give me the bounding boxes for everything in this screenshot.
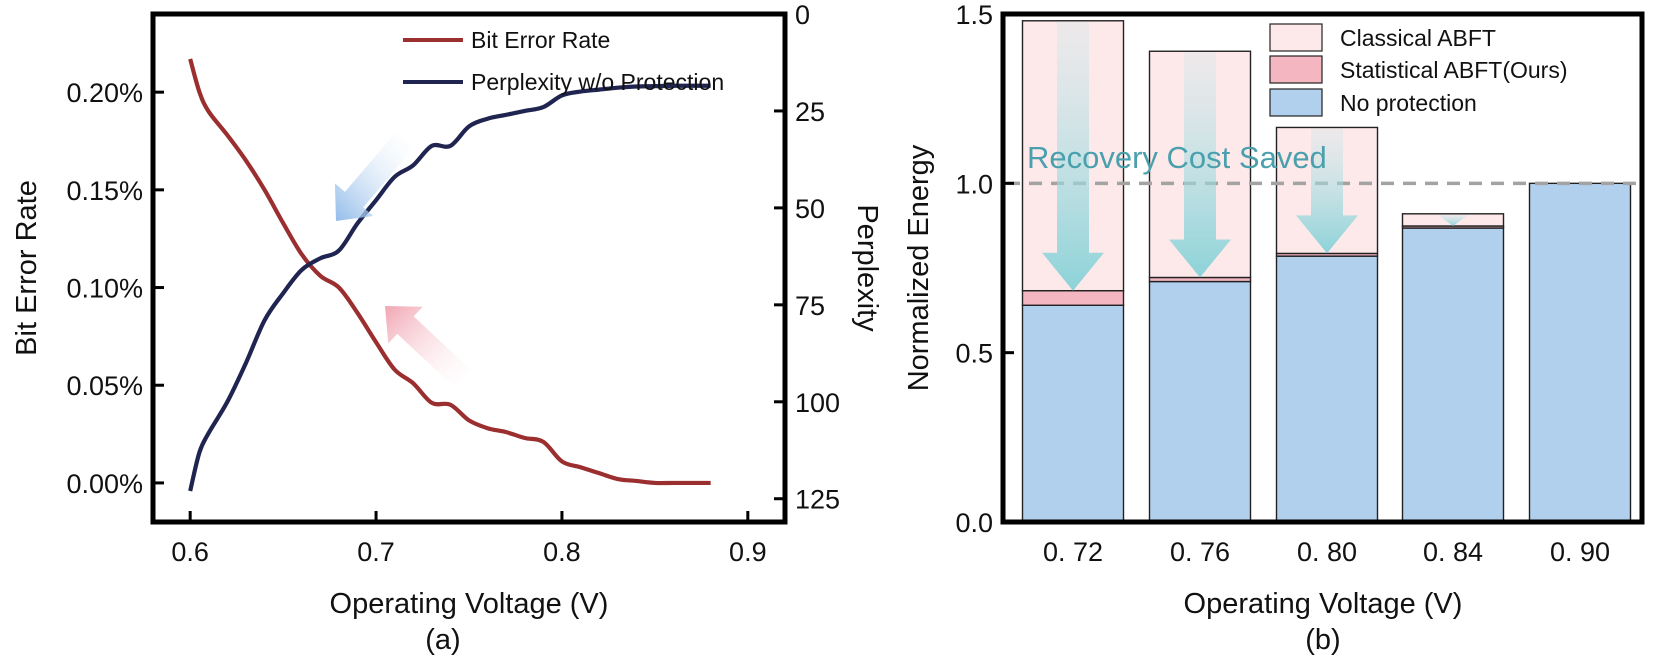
panel-a-left-tick-label: 0.00% — [66, 469, 143, 499]
bar-no-protection — [1401, 227, 1505, 523]
series-line-bit-error-rate — [188, 58, 711, 486]
bar-no-protection — [1148, 280, 1252, 523]
panel-b-subtitle: (b) — [1305, 624, 1340, 656]
panel-a-right-tick-label: 125 — [795, 485, 840, 515]
saving-arrow — [1042, 21, 1104, 291]
blue-arrow — [334, 133, 414, 221]
panel-b-x-tick-label: 0. 76 — [1170, 537, 1230, 567]
panel-b-y-tick-label: 0.5 — [955, 339, 993, 369]
legend-label-perplexity: Perplexity w/o Protection — [471, 69, 724, 95]
panel-a-annotation-arrows — [334, 133, 471, 387]
panel-b-y-tick-label: 1.0 — [955, 169, 993, 199]
panel-a-left-tick-label: 0.05% — [66, 371, 143, 401]
panel-a-right-tick-label: 100 — [795, 388, 840, 418]
bar-no-protection — [1528, 182, 1632, 523]
panel-a-left-axis-label: Bit Error Rate — [11, 180, 43, 356]
panel-a-x-tick-label: 0.7 — [357, 537, 395, 567]
panel-a-frame — [150, 11, 788, 525]
panel-b-y-axis-label: Normalized Energy — [903, 144, 935, 391]
panel-b-y-tick-label: 0.0 — [955, 508, 993, 538]
saving-arrow — [1438, 214, 1468, 227]
panel-b-x-tick-label: 0. 84 — [1423, 537, 1483, 567]
legend-label-classical-abft: Classical ABFT — [1340, 25, 1496, 51]
saving-arrow — [1169, 52, 1231, 278]
panel-a-right-axis-label: Perplexity — [851, 204, 883, 332]
panel-a-series — [188, 58, 711, 492]
panel-a-x-tick-label: 0.6 — [171, 537, 209, 567]
series-line-perplexity — [188, 83, 711, 492]
panel-a-x-tick-label: 0.9 — [729, 537, 767, 567]
panel-a-right-tick-label: 25 — [795, 97, 825, 127]
legend-label-bit-error-rate: Bit Error Rate — [471, 27, 610, 53]
panel-b-x-tick-label: 0. 72 — [1043, 537, 1103, 567]
panel-b-legend: Classical ABFT Statistical ABFT(Ours) No… — [1269, 23, 1567, 117]
bar-no-protection — [1021, 304, 1125, 523]
panel-b-saving-arrows — [1042, 21, 1468, 291]
recovery-cost-annotation: Recovery Cost Saved — [1027, 140, 1327, 175]
panel-a-legend: Bit Error Rate Perplexity w/o Protection — [403, 27, 724, 95]
bar-statistical-abft — [1021, 289, 1125, 306]
panel-a-left-tick-label: 0.15% — [66, 176, 143, 206]
panel-a-ticks: 0.6 0.7 0.8 0.9 0.00% 0.05% 0.10% 0.15% 0.20% 0 25… — [66, 0, 840, 567]
panel-b-y-tick-label: 1.5 — [955, 0, 993, 30]
panel-a-x-tick-label: 0.8 — [543, 537, 581, 567]
pink-arrow — [385, 306, 471, 387]
legend-label-statistical-abft: Statistical ABFT(Ours) — [1340, 57, 1567, 83]
legend-swatch-no-protection — [1269, 88, 1323, 117]
panel-b-x-tick-label: 0. 80 — [1297, 537, 1357, 567]
panel-a-x-axis-label: Operating Voltage (V) — [330, 588, 609, 620]
panel-b-ticks: 0.0 0.5 1.0 1.5 0. 72 0. 76 0. 80 0. 84 0. 90 — [955, 0, 1610, 567]
legend-swatch-statistical-abft — [1269, 55, 1323, 84]
panel-a-right-tick-label: 50 — [795, 194, 825, 224]
panel-b-frame — [1000, 11, 1645, 525]
bar-no-protection — [1275, 255, 1379, 523]
panel-a-right-tick-label: 75 — [795, 291, 825, 321]
panel-a-left-tick-label: 0.20% — [66, 78, 143, 108]
panel-b-bars — [1021, 20, 1632, 523]
panel-a: 0.6 0.7 0.8 0.9 0.00% 0.05% 0.10% 0.15% 0.20% 0 25… — [11, 0, 883, 656]
panel-b-x-axis-label: Operating Voltage (V) — [1184, 588, 1463, 620]
panel-a-subtitle: (a) — [425, 624, 460, 656]
panel-a-left-tick-label: 0.10% — [66, 274, 143, 304]
panel-b-x-tick-label: 0. 90 — [1550, 537, 1610, 567]
panel-b: Recovery Cost Saved 0.0 0.5 1.0 1.5 0. 72 0. … — [903, 0, 1645, 656]
panel-a-right-tick-label: 0 — [795, 0, 810, 30]
legend-swatch-classical-abft — [1269, 23, 1323, 52]
saving-arrow — [1296, 128, 1358, 254]
legend-label-no-protection: No protection — [1340, 90, 1477, 116]
